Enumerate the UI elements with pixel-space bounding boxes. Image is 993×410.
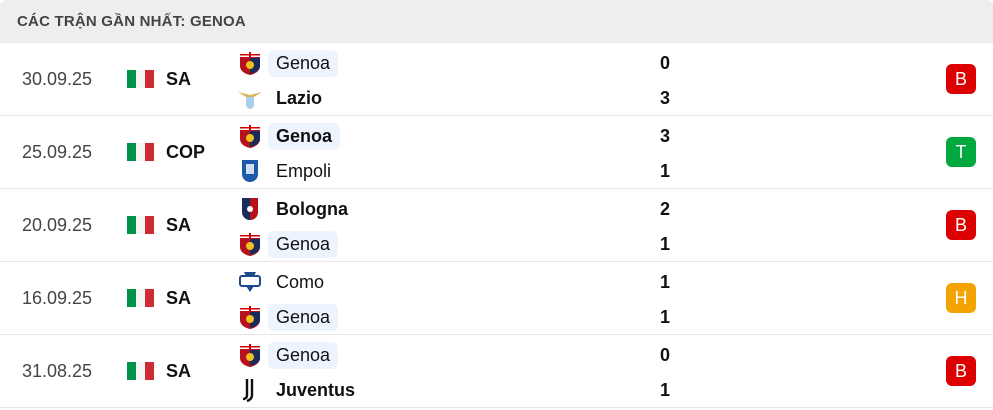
result-badge: T xyxy=(946,137,976,167)
match-date: 25.09.25 xyxy=(22,142,93,162)
home-score: 1 xyxy=(659,272,670,292)
result-badge: B xyxy=(946,210,976,240)
empoli-crest-icon xyxy=(238,159,262,183)
match-date: 30.09.25 xyxy=(22,69,93,89)
team-home: Como xyxy=(238,267,332,297)
lazio-eagle-icon xyxy=(238,86,262,110)
italy-flag-icon xyxy=(127,289,154,307)
home-score: 0 xyxy=(659,345,670,365)
match-date: 31.08.25 xyxy=(22,361,93,381)
match-row[interactable]: 31.08.25 SA Genoa Juventus 0 1 B xyxy=(0,335,993,408)
competition: COP xyxy=(166,142,206,162)
section-header: CÁC TRẬN GẦN NHẤT: GENOA xyxy=(0,0,993,43)
italy-flag-icon xyxy=(127,216,154,234)
competition: SA xyxy=(166,288,192,308)
team-home: Bologna xyxy=(238,194,356,224)
away-score: 1 xyxy=(659,380,670,400)
match-list: 30.09.25 SA Genoa Lazio 0 3 B 25.09.25 COP… xyxy=(0,43,993,408)
italy-flag-icon xyxy=(127,70,154,88)
home-score: 0 xyxy=(659,53,670,73)
genoa-crest-icon xyxy=(238,51,262,75)
genoa-crest-icon xyxy=(238,305,262,329)
team-home: Genoa xyxy=(238,121,341,151)
team-name: Genoa xyxy=(268,49,339,77)
team-name: Genoa xyxy=(268,303,339,331)
genoa-crest-icon xyxy=(238,343,262,367)
team-name: Genoa xyxy=(268,341,339,369)
match-row[interactable]: 16.09.25 SA Como Genoa 1 1 H xyxy=(0,262,993,335)
away-score: 1 xyxy=(659,234,670,254)
away-score: 1 xyxy=(659,161,670,181)
competition: SA xyxy=(166,361,192,381)
team-name: Lazio xyxy=(276,87,323,108)
home-score: 2 xyxy=(659,199,670,219)
team-home: Genoa xyxy=(238,48,339,78)
italy-flag-icon xyxy=(127,143,154,161)
match-row[interactable]: 20.09.25 SA Bologna Genoa 2 1 B xyxy=(0,189,993,262)
match-row[interactable]: 25.09.25 COP Genoa Empoli 3 1 T xyxy=(0,116,993,189)
juventus-crest-icon xyxy=(238,378,262,402)
team-away: Juventus xyxy=(238,375,363,405)
home-score: 3 xyxy=(659,126,670,146)
result-badge: B xyxy=(946,64,976,94)
italy-flag-icon xyxy=(127,362,154,380)
match-row[interactable]: 30.09.25 SA Genoa Lazio 0 3 B xyxy=(0,43,993,116)
team-name: Juventus xyxy=(276,379,356,400)
team-name: Genoa xyxy=(268,230,339,258)
genoa-crest-icon xyxy=(238,232,262,256)
competition: SA xyxy=(166,215,192,235)
team-away: Empoli xyxy=(238,156,339,186)
team-away: Lazio xyxy=(238,83,330,113)
away-score: 3 xyxy=(659,88,670,108)
competition: SA xyxy=(166,69,192,89)
result-badge: H xyxy=(946,283,976,313)
team-name: Bologna xyxy=(276,198,348,219)
team-away: Genoa xyxy=(238,302,339,332)
bologna-crest-icon xyxy=(238,197,262,221)
team-name: Genoa xyxy=(268,122,341,150)
result-badge: B xyxy=(946,356,976,386)
como-crest-icon xyxy=(238,270,262,294)
genoa-crest-icon xyxy=(238,124,262,148)
match-date: 16.09.25 xyxy=(22,288,93,308)
match-date: 20.09.25 xyxy=(22,215,93,235)
team-home: Genoa xyxy=(238,340,339,370)
team-name: Como xyxy=(276,271,325,292)
away-score: 1 xyxy=(659,307,670,327)
team-name: Empoli xyxy=(276,160,332,181)
team-away: Genoa xyxy=(238,229,339,259)
